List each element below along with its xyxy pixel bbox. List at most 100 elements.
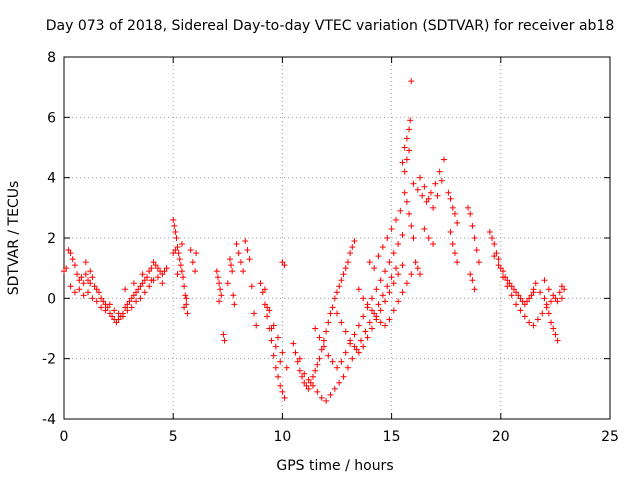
data-point [401,168,408,175]
data-point [366,259,373,266]
data-point [172,247,179,254]
y-tick-label: 4 [47,171,56,187]
data-point [364,301,371,308]
data-point [146,268,153,275]
data-point [93,286,100,293]
data-point [115,310,122,317]
data-point [401,189,408,196]
data-point [106,310,113,317]
data-point [80,292,87,299]
data-point [486,228,493,235]
data-point [499,274,506,281]
data-point [410,235,417,241]
data-point [124,301,131,308]
data-point [325,319,332,326]
data-point [275,334,282,341]
data-point [425,235,432,241]
data-point [419,192,426,199]
data-point [454,219,461,226]
y-axis: -4 -2 0 2 4 6 8 [42,50,610,428]
data-point [539,310,546,317]
data-point [495,256,502,263]
data-point [471,235,478,241]
data-point [504,283,511,290]
data-point [178,268,185,275]
data-point [294,358,301,365]
data-point [283,364,290,371]
data-point [347,250,354,257]
data-point [388,274,395,281]
data-point [89,274,96,281]
data-point [113,319,120,326]
data-point [408,78,415,85]
data-point [436,168,443,175]
data-point [133,298,140,305]
data-point [78,274,85,281]
data-point [377,307,384,314]
data-point [384,283,391,290]
data-point [521,313,528,320]
data-point [329,304,336,311]
data-point [451,210,458,217]
data-point [296,367,303,374]
data-point [493,250,500,257]
data-point [128,304,135,311]
data-point [320,337,327,344]
data-point [377,277,384,284]
data-point [305,385,312,392]
data-point [259,289,266,296]
data-point [318,346,325,353]
data-point [331,295,338,302]
x-tick-label: 0 [60,429,69,445]
data-point [331,385,338,392]
data-point [133,289,140,296]
data-point [386,316,393,323]
data-point [515,292,522,299]
data-point [340,373,347,380]
data-point [87,280,94,287]
data-point [229,268,236,275]
data-point [181,283,188,290]
data-point [368,295,375,302]
data-point [526,295,533,302]
data-point [235,250,242,257]
data-point [270,352,277,359]
data-point [384,235,391,241]
data-point [61,268,67,275]
data-point [353,346,360,353]
data-point [312,367,319,374]
data-point [414,186,421,193]
x-tick-label: 20 [492,429,510,445]
data-point [65,247,72,254]
data-point [301,379,308,386]
data-point [279,349,286,356]
data-point [338,319,345,326]
data-point [430,241,437,248]
data-point [272,364,279,371]
data-point [183,301,190,308]
data-point [309,373,316,380]
data-point [152,262,159,269]
data-point [392,265,399,272]
data-point [71,289,78,296]
data-point [355,286,362,293]
data-point [416,174,423,181]
data-point [403,135,410,142]
data-point [471,286,478,293]
data-point [69,256,76,263]
data-point [366,319,373,326]
data-point [382,298,389,305]
data-point [272,343,279,350]
data-point [416,271,423,278]
data-point [497,265,504,272]
data-point [421,183,428,190]
data-point [499,268,506,275]
data-point [410,180,417,187]
data-point [338,358,345,365]
data-point [349,244,356,251]
data-point [159,271,166,278]
data-point [192,268,199,275]
data-point [430,204,437,211]
data-point [170,250,177,257]
